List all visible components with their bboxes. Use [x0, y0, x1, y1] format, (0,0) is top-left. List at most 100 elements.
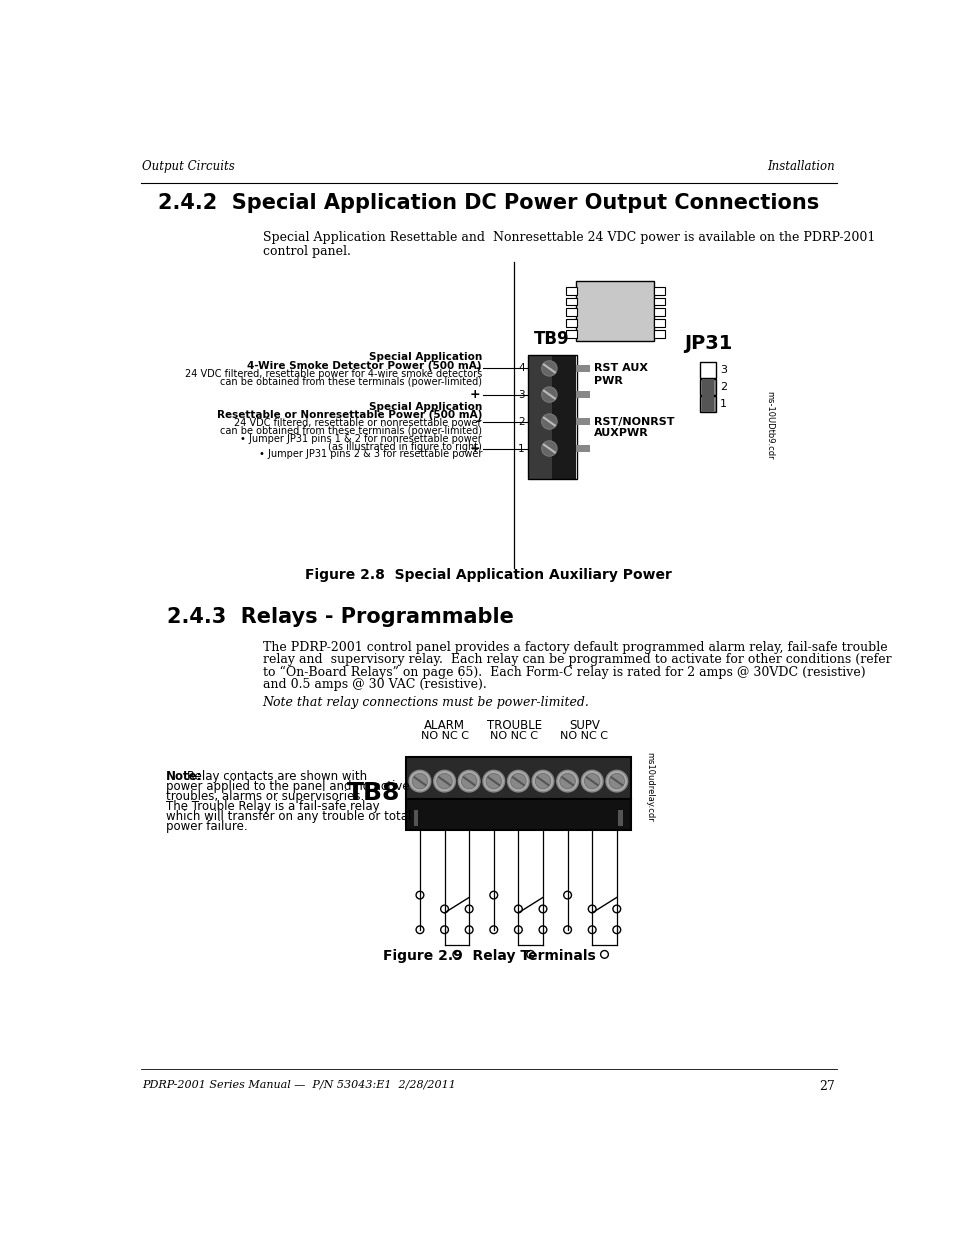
Text: control panel.: control panel.	[262, 246, 350, 258]
Circle shape	[514, 905, 521, 913]
Bar	[414, 810, 418, 826]
Text: 2.4.3  Relays - Programmable: 2.4.3 Relays - Programmable	[167, 608, 514, 627]
Text: 1: 1	[517, 443, 524, 453]
Text: PWR: PWR	[593, 375, 621, 385]
Text: Installation: Installation	[767, 159, 835, 173]
Text: ms10udrelay.cdr: ms10udrelay.cdr	[645, 752, 654, 823]
Bar	[654, 330, 664, 337]
Circle shape	[535, 773, 550, 789]
Circle shape	[453, 951, 460, 958]
Bar	[406, 799, 630, 830]
Text: ALARM: ALARM	[424, 719, 465, 732]
Text: Note:: Note:	[166, 771, 202, 783]
Text: 24 VDC filtered, resettable or nonresettable power: 24 VDC filtered, resettable or nonresett…	[234, 419, 481, 429]
Bar	[654, 287, 664, 294]
Bar	[654, 309, 664, 316]
Text: 2.4.2  Special Application DC Power Output Connections: 2.4.2 Special Application DC Power Outpu…	[158, 193, 819, 212]
Circle shape	[526, 951, 534, 958]
Circle shape	[541, 387, 557, 403]
Text: 2: 2	[517, 416, 524, 426]
Bar	[654, 298, 664, 305]
Text: • Jumper JP31 pins 2 & 3 for resettable power: • Jumper JP31 pins 2 & 3 for resettable …	[258, 450, 481, 459]
Text: 2: 2	[720, 382, 726, 391]
Circle shape	[612, 905, 620, 913]
Circle shape	[482, 771, 504, 792]
Bar	[406, 757, 630, 799]
Circle shape	[490, 926, 497, 934]
Text: JP31: JP31	[683, 333, 732, 353]
Circle shape	[541, 361, 557, 377]
Text: can be obtained from these terminals (power-limited): can be obtained from these terminals (po…	[220, 377, 481, 387]
Circle shape	[409, 771, 431, 792]
Text: Note that relay connections must be power-limited.: Note that relay connections must be powe…	[262, 697, 589, 709]
Bar	[700, 379, 716, 395]
Circle shape	[584, 773, 599, 789]
Text: and 0.5 amps @ 30 VAC (resistive).: and 0.5 amps @ 30 VAC (resistive).	[262, 678, 486, 690]
Text: 1: 1	[720, 399, 726, 409]
Bar	[565, 309, 576, 316]
Text: AUXPWR: AUXPWR	[593, 429, 648, 438]
Circle shape	[608, 773, 624, 789]
Circle shape	[461, 773, 476, 789]
Text: Resettable or Nonresettable Power (500 mA): Resettable or Nonresettable Power (500 m…	[216, 410, 481, 420]
Circle shape	[588, 905, 596, 913]
Text: NO NC C: NO NC C	[559, 731, 608, 741]
Bar	[527, 354, 576, 479]
Circle shape	[538, 926, 546, 934]
Bar	[576, 445, 590, 452]
Text: SUPV: SUPV	[568, 719, 599, 732]
Text: RST/NONRST: RST/NONRST	[593, 416, 674, 426]
Text: Special Application: Special Application	[368, 401, 481, 411]
Circle shape	[532, 771, 554, 792]
Text: TROUBLE: TROUBLE	[486, 719, 541, 732]
Text: Output Circuits: Output Circuits	[142, 159, 235, 173]
Circle shape	[440, 926, 448, 934]
Circle shape	[557, 771, 578, 792]
Circle shape	[588, 926, 596, 934]
Text: NO NC C: NO NC C	[490, 731, 537, 741]
Text: -: -	[475, 362, 480, 375]
Circle shape	[434, 771, 455, 792]
Text: TB9: TB9	[534, 331, 569, 348]
Circle shape	[612, 926, 620, 934]
Circle shape	[600, 951, 608, 958]
Bar	[551, 354, 575, 479]
Circle shape	[457, 771, 479, 792]
Text: power failure.: power failure.	[166, 820, 247, 834]
Circle shape	[563, 892, 571, 899]
Text: 27: 27	[819, 1079, 835, 1093]
Bar	[654, 319, 664, 327]
Text: troubles, alarms or supervisories.: troubles, alarms or supervisories.	[166, 790, 364, 804]
Text: can be obtained from these terminals (power-limited): can be obtained from these terminals (po…	[220, 426, 481, 436]
Text: which will transfer on any trouble or total: which will transfer on any trouble or to…	[166, 810, 411, 824]
Circle shape	[416, 926, 423, 934]
Circle shape	[436, 773, 452, 789]
Text: (as illustrated in figure to right): (as illustrated in figure to right)	[328, 442, 481, 452]
Text: TB8: TB8	[346, 781, 399, 805]
Text: Figure 2.8  Special Application Auxiliary Power: Figure 2.8 Special Application Auxiliary…	[305, 568, 672, 582]
Text: power applied to the panel and no active: power applied to the panel and no active	[166, 781, 409, 793]
Bar	[576, 417, 590, 425]
Circle shape	[412, 773, 427, 789]
Bar	[700, 362, 716, 378]
Circle shape	[440, 905, 448, 913]
Bar	[565, 319, 576, 327]
Text: Special Application: Special Application	[368, 352, 481, 362]
Text: The PDRP-2001 control panel provides a factory default programmed alarm relay, f: The PDRP-2001 control panel provides a f…	[262, 641, 886, 655]
Circle shape	[510, 773, 525, 789]
Text: 3: 3	[720, 366, 726, 375]
Circle shape	[541, 441, 557, 456]
Circle shape	[465, 926, 473, 934]
Circle shape	[514, 926, 521, 934]
Text: PDRP-2001 Series Manual —  P/N 53043:E1  2/28/2011: PDRP-2001 Series Manual — P/N 53043:E1 2…	[142, 1079, 456, 1091]
Circle shape	[541, 414, 557, 430]
Circle shape	[559, 773, 575, 789]
Text: 24 VDC filtered, resettable power for 4-wire smoke detectors: 24 VDC filtered, resettable power for 4-…	[185, 369, 481, 379]
Bar	[576, 364, 590, 372]
Bar	[565, 330, 576, 337]
Text: to “On-Board Relays” on page 65).  Each Form-C relay is rated for 2 amps @ 30VDC: to “On-Board Relays” on page 65). Each F…	[262, 666, 864, 679]
Bar	[576, 280, 654, 341]
Text: +: +	[469, 442, 480, 454]
Bar	[700, 396, 716, 411]
Circle shape	[563, 926, 571, 934]
